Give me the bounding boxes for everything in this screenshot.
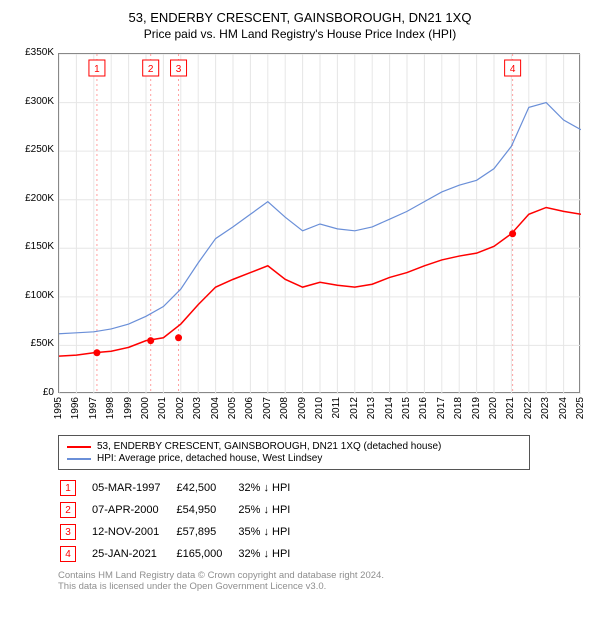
x-tick-label: 2000 (140, 397, 151, 419)
price-cell: £42,500 (176, 478, 236, 498)
delta-cell: 32% ↓ HPI (238, 478, 304, 498)
x-tick-label: 2014 (384, 397, 395, 419)
x-tick-label: 2008 (279, 397, 290, 419)
x-tick-label: 1996 (70, 397, 81, 419)
x-tick-label: 2007 (262, 397, 273, 419)
chart-title: 53, ENDERBY CRESCENT, GAINSBOROUGH, DN21… (10, 10, 590, 25)
plot-area: 1 2 3 4 (58, 53, 580, 393)
x-tick-label: 2001 (157, 397, 168, 419)
svg-text:1: 1 (94, 64, 100, 75)
legend: 53, ENDERBY CRESCENT, GAINSBOROUGH, DN21… (58, 435, 530, 470)
y-tick-label: £250K (14, 144, 54, 155)
x-tick-label: 2025 (575, 397, 586, 419)
table-row: 425-JAN-2021£165,00032% ↓ HPI (60, 544, 304, 564)
legend-label-hpi: HPI: Average price, detached house, West… (97, 453, 322, 464)
table-row: 207-APR-2000£54,95025% ↓ HPI (60, 500, 304, 520)
x-tick-label: 2024 (558, 397, 569, 419)
x-tick-label: 2016 (418, 397, 429, 419)
x-tick-label: 1999 (123, 397, 134, 419)
svg-text:3: 3 (176, 64, 182, 75)
footer-line-2: This data is licensed under the Open Gov… (58, 581, 590, 592)
x-tick-label: 2003 (192, 397, 203, 419)
delta-cell: 25% ↓ HPI (238, 500, 304, 520)
marker-cell: 3 (60, 522, 90, 542)
x-tick-label: 2015 (401, 397, 412, 419)
marker-cell: 2 (60, 500, 90, 520)
svg-text:4: 4 (510, 64, 516, 75)
x-tick-label: 2004 (210, 397, 221, 419)
plot-svg: 1 2 3 4 (59, 54, 581, 394)
date-cell: 25-JAN-2021 (92, 544, 174, 564)
y-tick-label: £200K (14, 193, 54, 204)
x-tick-label: 1997 (88, 397, 99, 419)
marker-cell: 4 (60, 544, 90, 564)
chart-area: 1 2 3 4 £0 £50K £100K £150K £200K £250K £300K £350… (10, 49, 590, 429)
x-tick-label: 2009 (297, 397, 308, 419)
y-tick-label: £100K (14, 290, 54, 301)
date-cell: 07-APR-2000 (92, 500, 174, 520)
x-tick-label: 2019 (471, 397, 482, 419)
x-tick-label: 2010 (314, 397, 325, 419)
legend-swatch-property (67, 446, 91, 448)
y-tick-label: £50K (14, 338, 54, 349)
chart-subtitle: Price paid vs. HM Land Registry's House … (10, 27, 590, 41)
date-cell: 12-NOV-2001 (92, 522, 174, 542)
svg-text:2: 2 (148, 64, 154, 75)
marker-cell: 1 (60, 478, 90, 498)
delta-cell: 32% ↓ HPI (238, 544, 304, 564)
footer: Contains HM Land Registry data © Crown c… (58, 570, 590, 592)
x-tick-label: 2017 (436, 397, 447, 419)
table-row: 312-NOV-2001£57,89535% ↓ HPI (60, 522, 304, 542)
x-tick-label: 2011 (331, 397, 342, 419)
legend-item-hpi: HPI: Average price, detached house, West… (67, 453, 521, 464)
y-tick-label: £300K (14, 96, 54, 107)
x-tick-label: 2021 (505, 397, 516, 419)
y-tick-label: £350K (14, 47, 54, 58)
x-tick-label: 2012 (349, 397, 360, 419)
x-tick-label: 2023 (540, 397, 551, 419)
x-tick-label: 1995 (53, 397, 64, 419)
footer-line-1: Contains HM Land Registry data © Crown c… (58, 570, 590, 581)
price-cell: £54,950 (176, 500, 236, 520)
date-cell: 05-MAR-1997 (92, 478, 174, 498)
x-tick-label: 1998 (105, 397, 116, 419)
sales-table: 105-MAR-1997£42,50032% ↓ HPI207-APR-2000… (58, 476, 306, 566)
x-tick-label: 2022 (523, 397, 534, 419)
y-tick-label: £0 (14, 387, 54, 398)
legend-swatch-hpi (67, 458, 91, 460)
price-cell: £57,895 (176, 522, 236, 542)
x-tick-label: 2006 (244, 397, 255, 419)
legend-label-property: 53, ENDERBY CRESCENT, GAINSBOROUGH, DN21… (97, 441, 441, 452)
legend-item-property: 53, ENDERBY CRESCENT, GAINSBOROUGH, DN21… (67, 441, 521, 452)
y-tick-label: £150K (14, 241, 54, 252)
delta-cell: 35% ↓ HPI (238, 522, 304, 542)
price-cell: £165,000 (176, 544, 236, 564)
x-tick-label: 2018 (453, 397, 464, 419)
table-row: 105-MAR-1997£42,50032% ↓ HPI (60, 478, 304, 498)
chart-container: 53, ENDERBY CRESCENT, GAINSBOROUGH, DN21… (0, 0, 600, 598)
x-tick-label: 2020 (488, 397, 499, 419)
x-tick-label: 2005 (227, 397, 238, 419)
x-tick-label: 2013 (366, 397, 377, 419)
x-tick-label: 2002 (175, 397, 186, 419)
